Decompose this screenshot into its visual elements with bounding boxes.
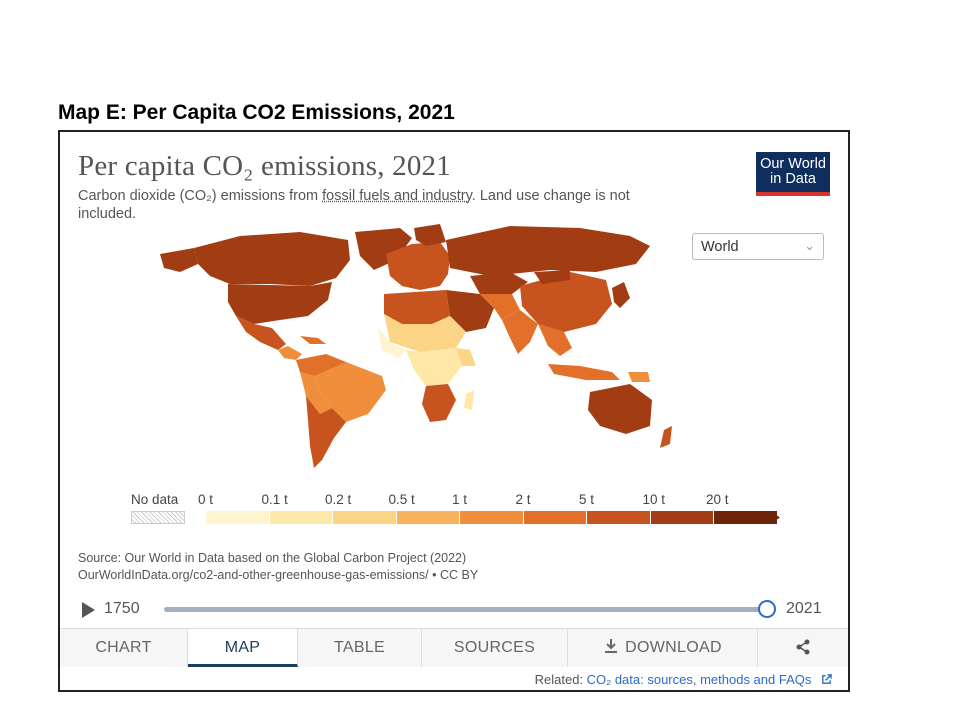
region-east-africa[interactable] bbox=[456, 348, 476, 366]
region-southeast-asia[interactable] bbox=[538, 324, 572, 356]
region-mexico[interactable] bbox=[236, 316, 286, 350]
region-southern-africa[interactable] bbox=[422, 384, 456, 422]
legend-swatch-8[interactable] bbox=[714, 511, 778, 524]
legend-swatch-3[interactable] bbox=[396, 511, 460, 524]
region-greenland[interactable] bbox=[355, 228, 412, 270]
chart-subtitle: Carbon dioxide (CO₂) emissions from foss… bbox=[78, 187, 678, 223]
legend-swatch-5[interactable] bbox=[523, 511, 587, 524]
legend-bin-label-7: 10 t bbox=[642, 492, 666, 507]
legend-bin-label-4: 1 t bbox=[452, 492, 468, 507]
region-mongolia[interactable] bbox=[534, 270, 570, 284]
source-line-2: OurWorldInData.org/co2-and-other-greenho… bbox=[78, 568, 479, 582]
legend-nodata-label: No data bbox=[131, 492, 179, 507]
timeline-handle[interactable] bbox=[758, 600, 776, 618]
fossil-fuels-link[interactable]: fossil fuels and industry bbox=[322, 188, 472, 204]
related-prefix: Related: bbox=[534, 672, 587, 687]
legend-bin-label-0: 0 t bbox=[198, 492, 214, 507]
region-middle-east[interactable] bbox=[446, 290, 494, 332]
share-button[interactable] bbox=[758, 629, 848, 667]
legend-bin-label-8: 20 t bbox=[706, 492, 729, 507]
region-brazil[interactable] bbox=[314, 362, 386, 422]
region-madagascar[interactable] bbox=[464, 390, 474, 410]
map-legend: No data 0 t 0.1 t 0.2 t 0.5 t 1 t 2 t 5 t 10 t 2… bbox=[60, 492, 848, 532]
subtitle-text-pre: Carbon dioxide (CO₂) emissions from bbox=[78, 188, 323, 204]
page-heading: Map E: Per Capita CO2 Emissions, 2021 bbox=[58, 101, 455, 124]
legend-swatch-2[interactable] bbox=[333, 511, 397, 524]
tab-download[interactable]: DOWNLOAD bbox=[568, 629, 758, 667]
region-scandinavia[interactable] bbox=[414, 224, 446, 246]
region-india[interactable] bbox=[502, 310, 538, 354]
related-link[interactable]: CO₂ data: sources, methods and FAQs bbox=[586, 672, 812, 687]
download-icon bbox=[605, 639, 618, 653]
timeline-end-label: 2021 bbox=[786, 600, 822, 617]
region-new-zealand[interactable] bbox=[660, 426, 672, 448]
owid-chart-frame: Per capita CO₂ emissions, 2021 Carbon di… bbox=[58, 130, 850, 692]
region-russia[interactable] bbox=[446, 226, 650, 276]
legend-bin-label-3: 0.5 t bbox=[388, 492, 415, 507]
tab-map[interactable]: MAP bbox=[188, 629, 298, 667]
timeline: 1750 2021 bbox=[60, 598, 848, 622]
chevron-down-icon: ⌄ bbox=[804, 238, 815, 253]
legend-swatch-6[interactable] bbox=[587, 511, 651, 524]
share-icon bbox=[796, 639, 810, 655]
legend-bin-label-6: 5 t bbox=[579, 492, 595, 507]
legend-bin-label-2: 0.2 t bbox=[325, 492, 352, 507]
chart-source: Source: Our World in Data based on the G… bbox=[78, 550, 478, 584]
tab-bar: CHART MAP TABLE SOURCES DOWNLOAD bbox=[60, 628, 848, 667]
external-link-icon bbox=[822, 674, 832, 684]
timeline-track[interactable] bbox=[164, 607, 768, 612]
region-caribbean[interactable] bbox=[300, 336, 326, 344]
legend-swatch-4[interactable] bbox=[460, 511, 524, 524]
legend-swatch-7[interactable] bbox=[650, 511, 714, 524]
region-indonesia[interactable] bbox=[548, 364, 620, 380]
legend-nodata-swatch[interactable] bbox=[131, 511, 185, 524]
region-australia[interactable] bbox=[588, 384, 652, 434]
logo-line-2: in Data bbox=[770, 171, 816, 187]
region-iran-pakistan[interactable] bbox=[480, 294, 520, 320]
region-peru-bolivia[interactable] bbox=[300, 372, 332, 414]
tab-sources-label: SOURCES bbox=[453, 639, 536, 656]
tab-map-label: MAP bbox=[224, 639, 261, 656]
source-line-1: Source: Our World in Data based on the G… bbox=[78, 551, 467, 565]
legend-arrow-icon bbox=[770, 511, 780, 524]
subtitle-text-post: . Land use change is not included. bbox=[78, 188, 630, 222]
region-usa[interactable] bbox=[228, 282, 332, 324]
region-alaska[interactable] bbox=[160, 248, 198, 272]
tab-table-label: TABLE bbox=[334, 639, 385, 656]
owid-logo[interactable]: Our World in Data bbox=[756, 152, 830, 196]
tab-download-label: DOWNLOAD bbox=[625, 639, 722, 656]
tab-chart-label: CHART bbox=[95, 639, 152, 656]
region-north-africa[interactable] bbox=[384, 290, 450, 324]
timeline-start-label: 1750 bbox=[104, 600, 140, 617]
legend-bin-label-5: 2 t bbox=[515, 492, 531, 507]
region-argentina-chile[interactable] bbox=[306, 396, 346, 468]
world-map[interactable] bbox=[150, 224, 710, 474]
tab-sources[interactable]: SOURCES bbox=[422, 629, 568, 667]
chart-title: Per capita CO₂ emissions, 2021 bbox=[78, 150, 451, 182]
region-select[interactable]: World ⌄ bbox=[692, 233, 824, 260]
region-central-america[interactable] bbox=[278, 346, 302, 360]
region-papua-new-guinea[interactable] bbox=[628, 372, 650, 382]
region-japan-korea[interactable] bbox=[612, 282, 630, 308]
region-central-africa[interactable] bbox=[406, 348, 462, 386]
region-canada[interactable] bbox=[194, 232, 350, 286]
legend-bin-label-1: 0.1 t bbox=[261, 492, 288, 507]
legend-swatch-1[interactable] bbox=[269, 511, 333, 524]
region-europe[interactable] bbox=[386, 242, 450, 290]
play-icon[interactable] bbox=[82, 602, 95, 618]
region-china[interactable] bbox=[520, 272, 612, 332]
legend-swatch-0[interactable] bbox=[206, 511, 270, 524]
region-kazakhstan[interactable] bbox=[470, 272, 528, 294]
related-link-row: Related: CO₂ data: sources, methods and … bbox=[535, 672, 832, 687]
tab-chart[interactable]: CHART bbox=[60, 629, 188, 667]
region-west-africa[interactable] bbox=[378, 328, 406, 358]
region-sahel[interactable] bbox=[384, 314, 466, 352]
logo-line-1: Our World bbox=[760, 156, 826, 172]
tab-table[interactable]: TABLE bbox=[298, 629, 422, 667]
region-select-value: World bbox=[701, 239, 739, 255]
